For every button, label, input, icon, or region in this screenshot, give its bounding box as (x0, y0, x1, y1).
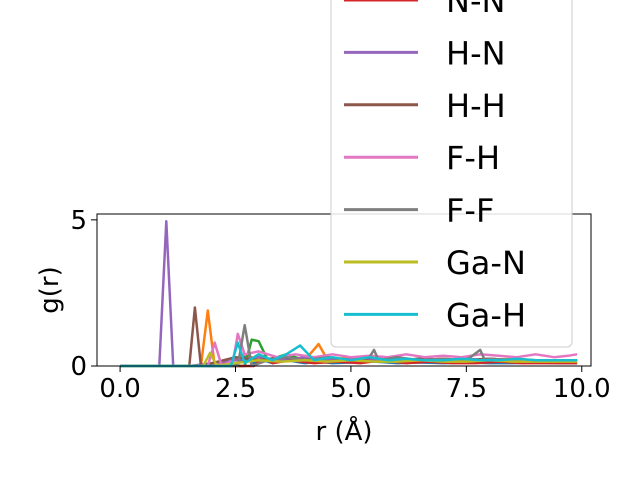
x-axis-ticks: 0.0 2.5 5.0 7.5 10.0 (99, 366, 611, 404)
x-axis-label: r (Å) (315, 415, 372, 447)
x-tick-label: 10.0 (553, 374, 611, 404)
y-axis-label: g(r) (35, 266, 65, 313)
x-tick-label: 5.0 (330, 374, 371, 404)
legend-label-f-f: F-F (446, 192, 494, 230)
legend-box (330, 0, 573, 348)
legend: N-N H-N H-H F-H F-F Ga-N Ga-H (330, 0, 573, 348)
x-tick-label: 0.0 (99, 374, 140, 404)
x-tick-label: 2.5 (215, 374, 256, 404)
series-line-ga-h (120, 341, 578, 368)
y-tick-label: 5 (70, 206, 87, 236)
legend-label-h-n: H-N (446, 34, 506, 72)
legend-label-ga-h: Ga-H (446, 296, 526, 334)
y-axis-ticks: 05 (70, 206, 97, 382)
legend-label-f-h: F-H (446, 139, 500, 177)
legend-label-ga-n: Ga-N (446, 244, 526, 282)
legend-label-h-h: H-H (446, 87, 506, 125)
x-tick-label: 7.5 (446, 374, 487, 404)
y-tick-label: 0 (70, 352, 87, 382)
legend-label-n-n: N-N (446, 0, 505, 20)
